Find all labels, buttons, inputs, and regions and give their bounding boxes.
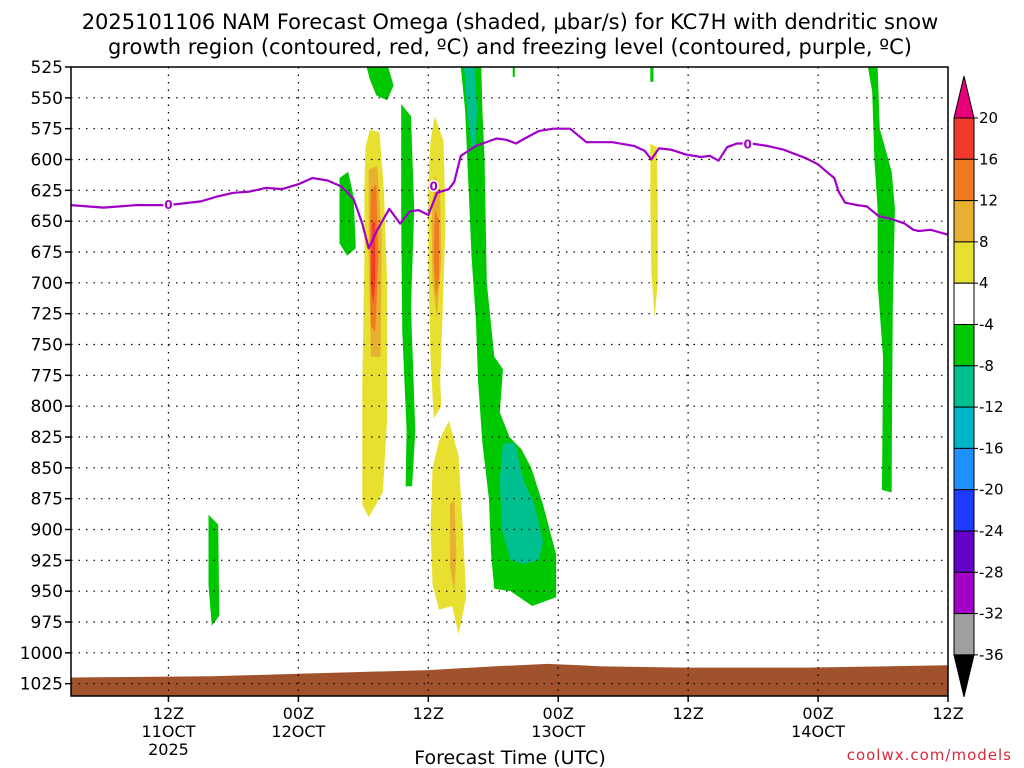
colorbar-swatch-12 [953,571,975,615]
terrain-layer [71,663,948,696]
omega-region-15 [208,514,220,626]
x-tick-label-66-0: 00Z [802,704,833,723]
colorbar-swatch-3 [953,200,975,243]
colorbar-swatch-5 [953,282,975,326]
y-tick-label-925: 925 [31,551,63,571]
y-tick-label-825: 825 [31,428,63,448]
x-tick-label-18-1: 12OCT [271,722,325,741]
y-tick-label-750: 750 [31,336,63,356]
y-tick-label-725: 725 [31,305,63,325]
colorbar-label-4: 4 [979,274,989,292]
colorbar-label-3: 8 [979,233,989,251]
colorbar-swatch-13 [953,613,975,656]
colorbar-label-13: -36 [979,646,1004,664]
omega-shading-layer [208,67,895,635]
x-tick-label-66-1: 14OCT [791,722,845,741]
y-tick-label-1025: 1025 [20,675,63,695]
x-tick-label-54-0: 12Z [672,704,703,723]
x-tick-label-42-0: 00Z [543,704,574,723]
x-tick-label-6-1: 11OCT [141,722,195,741]
colorbar-swatch-0 [953,75,975,119]
y-tick-label-650: 650 [31,212,63,232]
y-tick-label-575: 575 [31,120,63,140]
y-tick-label-625: 625 [31,181,63,201]
omega-region-16 [650,143,658,318]
x-tick-label-6-0: 12Z [153,704,184,723]
freezing-level-label-0: 0 [164,198,172,212]
freezing-level-line [71,127,948,250]
colorbar-label-6: -8 [979,357,994,375]
y-tick-label-975: 975 [31,613,63,633]
omega-region-11 [450,498,457,592]
y-tick-label-950: 950 [31,582,63,602]
colorbar-swatch-11 [953,530,975,573]
y-axis: 525 550 575 600 625 650 675 700 725 750 775 800 825 8… [20,58,71,695]
y-tick-label-1000: 1000 [20,644,63,664]
chart-title-line-1: 2025101106 NAM Forecast Omega (shaded, μ… [82,10,939,34]
colorbar-swatch-8 [953,406,975,449]
colorbar-label-2: 12 [979,192,998,210]
y-tick-label-875: 875 [31,490,63,510]
x-tick-label-42-1: 13OCT [531,722,585,741]
omega-region-10 [430,421,467,635]
colorbar-swatch-2 [953,158,975,202]
y-tick-label-850: 850 [31,459,63,479]
y-tick-label-775: 775 [31,366,63,386]
y-tick-label-525: 525 [31,58,63,78]
colorbar-swatch-1 [953,117,975,160]
omega-region-17 [867,67,895,493]
omega-region-13 [464,67,477,148]
colorbar-label-11: -28 [979,563,1004,581]
credit-text: coolwx.com/models [847,746,1012,764]
omega-region-9 [433,208,440,298]
x-axis-label: Forecast Time (UTC) [414,747,605,768]
omega-region-6 [401,104,416,487]
colorbar-swatch-4 [953,241,975,284]
colorbar-swatch-6 [953,324,975,367]
colorbar-label-9: -20 [979,481,1004,499]
x-tick-label-18-0: 00Z [283,704,314,723]
omega-region-0 [339,171,356,256]
omega-region-14 [499,443,544,564]
colorbar-label-7: -12 [979,398,1004,416]
omega-region-5 [366,67,394,101]
plot-area-background [71,67,948,696]
y-tick-label-700: 700 [31,274,63,294]
omega-region-19 [512,67,515,77]
x-tick-label-30-0: 12Z [413,704,444,723]
y-tick-label-800: 800 [31,397,63,417]
colorbar-label-10: -24 [979,522,1004,540]
freezing-level-label-1: 0 [430,180,438,194]
y-tick-label-600: 600 [31,151,63,171]
colorbar-swatch-9 [953,447,975,491]
y-tick-label-675: 675 [31,243,63,263]
terrain-fill [71,663,948,696]
colorbar-label-8: -16 [979,439,1004,457]
omega-region-12 [460,67,557,606]
colorbar-label-5: -4 [979,316,994,334]
colorbar-swatch-7 [953,365,975,408]
colorbar-label-12: -32 [979,605,1004,623]
plot-frame [70,66,949,697]
colorbar: 20 16 12 8 4 -4 -8 -12 -16 -20 -24 -28 -32 -36 [953,75,1004,698]
colorbar-swatch-14 [953,654,975,698]
colorbar-label-1: 16 [979,150,998,168]
freezing-level-label-2: 0 [744,138,752,152]
colorbar-label-0: 20 [979,109,998,127]
chart-title-line-2: growth region (contoured, red, ºC) and f… [108,35,912,59]
y-tick-label-900: 900 [31,521,63,541]
y-tick-label-550: 550 [31,89,63,109]
freezing-level-layer: 0 0 0 [71,127,948,250]
omega-region-18 [650,67,654,82]
x-tick-label-6-2: 2025 [148,740,189,759]
colorbar-swatch-10 [953,489,975,532]
x-tick-label-78-0: 12Z [932,704,963,723]
